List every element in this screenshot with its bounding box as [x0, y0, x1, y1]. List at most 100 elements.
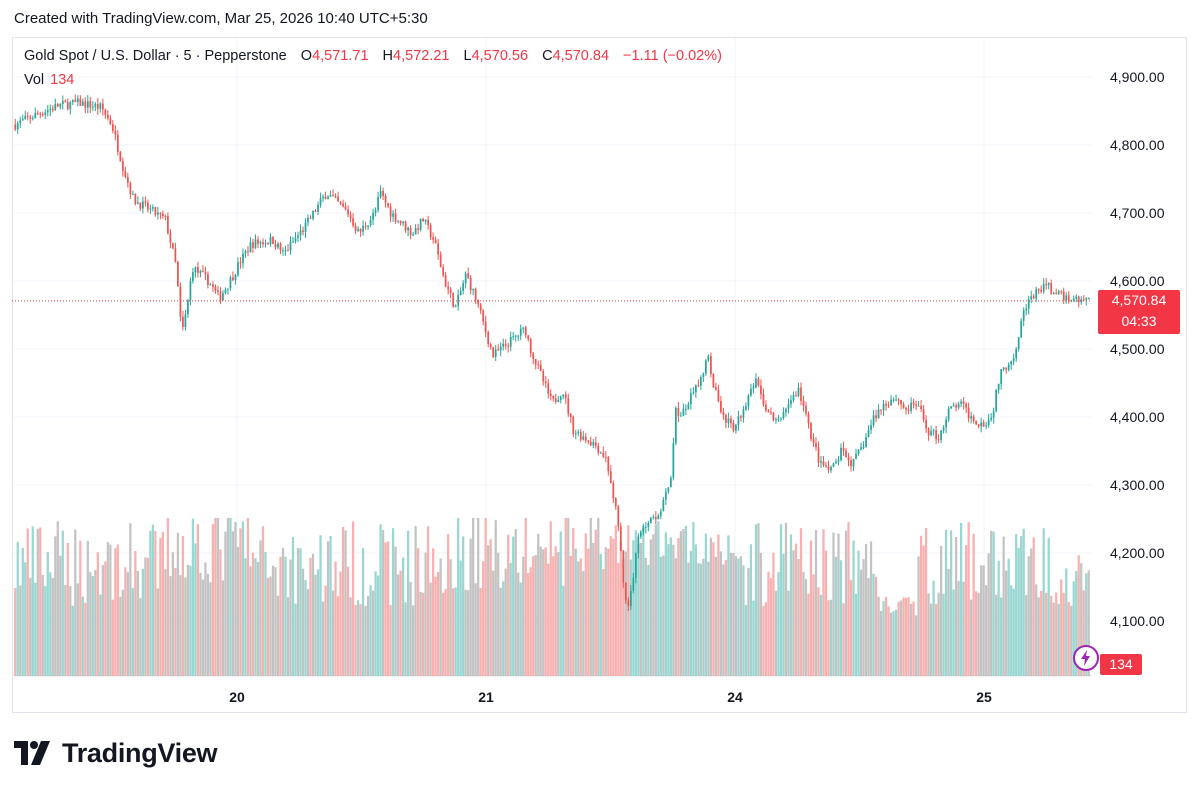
candle-body: [240, 262, 242, 263]
volume-bar: [154, 531, 156, 676]
candle-body: [667, 487, 669, 491]
candle-body: [505, 344, 507, 346]
volume-bar: [192, 519, 194, 676]
volume-bar: [209, 582, 211, 676]
volume-bar: [142, 569, 144, 676]
candle-body: [39, 114, 41, 115]
volume-bar: [940, 546, 942, 676]
candle-body: [665, 492, 667, 500]
candle-body: [69, 102, 71, 109]
candle-body: [1005, 368, 1007, 370]
volume-bars: [14, 518, 1090, 676]
volume-bar: [865, 544, 867, 676]
volume-bar: [465, 590, 467, 676]
candle-body: [565, 395, 567, 398]
volume-bar: [725, 560, 727, 676]
candle-body: [342, 204, 344, 207]
candle-body: [532, 353, 534, 359]
volume-legend[interactable]: Vol 134: [24, 72, 74, 88]
last-price-value: 4,570.84: [1098, 290, 1180, 311]
candle-body: [960, 401, 962, 403]
last-volume-tag: 134: [1100, 654, 1142, 675]
volume-bar: [249, 566, 251, 676]
volume-bar: [477, 518, 479, 676]
candle-body: [99, 103, 101, 108]
volume-bar: [520, 583, 522, 676]
candle-body: [575, 433, 577, 434]
volume-bar: [582, 571, 584, 676]
candle-body: [858, 450, 860, 454]
candle-body: [813, 439, 815, 443]
lightning-icon[interactable]: [1073, 645, 1099, 671]
candle-body: [522, 327, 524, 329]
candle-body: [572, 417, 574, 434]
volume-bar: [347, 567, 349, 676]
volume-bar: [1045, 593, 1047, 676]
volume-bar: [402, 557, 404, 676]
volume-bar: [107, 542, 109, 676]
volume-bar: [169, 576, 171, 676]
volume-bar: [284, 557, 286, 676]
volume-bar: [500, 588, 502, 676]
volume-bar: [89, 572, 91, 676]
candle-body: [24, 116, 26, 119]
candle-body: [442, 267, 444, 275]
candle-body: [155, 207, 157, 215]
y-tick-label: 4,500.00: [1110, 341, 1165, 357]
volume-bar: [332, 591, 334, 676]
candle-body: [150, 209, 152, 210]
volume-bar: [612, 539, 614, 676]
candle-body: [1063, 291, 1065, 300]
candle-body: [637, 537, 639, 553]
volume-bar: [229, 518, 231, 676]
candle-body: [928, 428, 930, 435]
volume-bar: [179, 575, 181, 676]
volume-bar: [772, 553, 774, 676]
volume-bar: [625, 551, 627, 676]
volume-bar: [224, 532, 226, 676]
candle-body: [27, 116, 29, 117]
candle-body: [710, 356, 712, 374]
volume-bar: [339, 572, 341, 676]
candle-body: [492, 347, 494, 357]
symbol-legend[interactable]: Gold Spot / U.S. Dollar · 5 · Pepperston…: [24, 48, 722, 64]
candle-body: [280, 243, 282, 250]
volume-bar: [832, 533, 834, 676]
volume-bar: [745, 605, 747, 676]
candle-body: [610, 471, 612, 483]
volume-bar: [457, 518, 459, 676]
candle-body: [1043, 284, 1045, 291]
volume-bar: [867, 578, 869, 676]
candle-body: [260, 242, 262, 243]
volume-bar: [552, 556, 554, 676]
tradingview-logo[interactable]: TradingView: [14, 738, 217, 769]
candle-body: [698, 385, 700, 386]
candle-body: [332, 195, 334, 196]
volume-bar: [885, 597, 887, 676]
volume-bar: [752, 601, 754, 676]
volume-bar: [384, 542, 386, 676]
candle-body: [360, 229, 362, 232]
candle-body: [537, 364, 539, 365]
candle-body: [215, 287, 217, 290]
candle-body: [302, 230, 304, 231]
candle-body: [382, 191, 384, 196]
volume-bar: [1053, 603, 1055, 676]
candle-body: [672, 443, 674, 478]
candle-body: [160, 213, 162, 214]
volume-bar: [307, 589, 309, 676]
volume-bar: [297, 548, 299, 676]
candle-body: [52, 109, 54, 110]
volume-bar: [580, 558, 582, 676]
candle-body: [845, 451, 847, 458]
volume-bar: [557, 552, 559, 676]
volume-bar: [652, 534, 654, 676]
volume-bar: [42, 575, 44, 676]
candle-body: [675, 408, 677, 443]
volume-bar: [54, 536, 56, 676]
candle-body: [552, 396, 554, 398]
candle-body: [257, 239, 259, 243]
volume-bar: [815, 530, 817, 676]
candle-body: [662, 500, 664, 512]
